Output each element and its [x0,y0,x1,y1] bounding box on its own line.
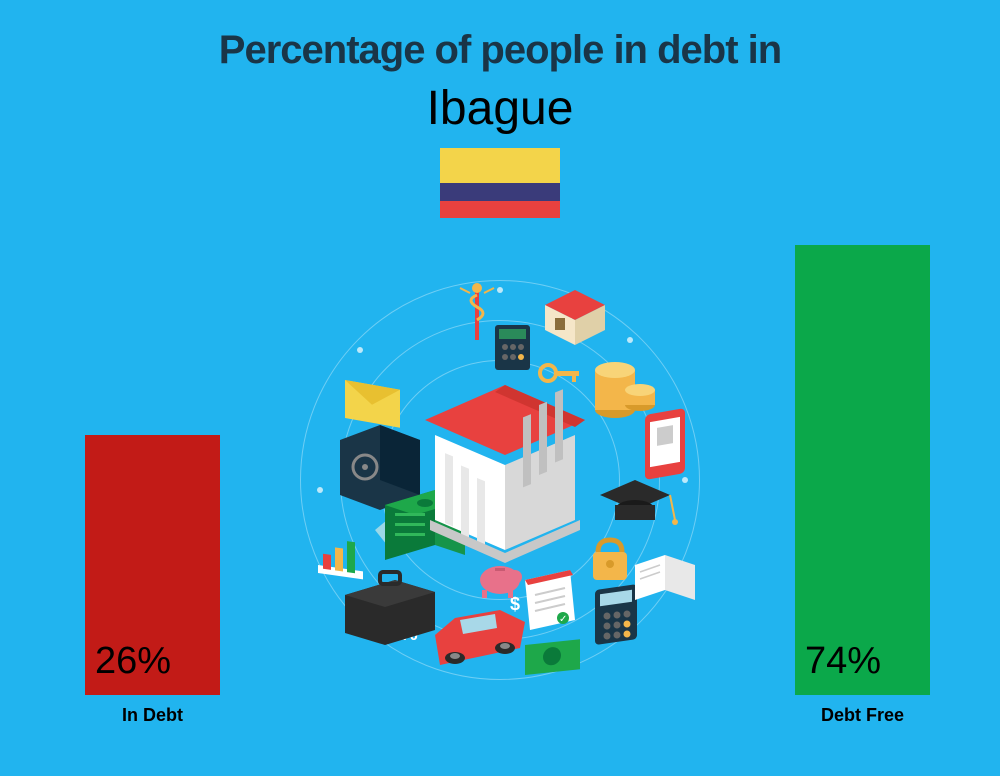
flag-stripe-blue [440,183,560,201]
bar-in-debt-label: In Debt [122,705,183,726]
finance-illustration: % % % $ $ [290,270,710,690]
bar-debt-free-label: Debt Free [821,705,904,726]
illustration-svg: % % % $ $ [290,270,710,690]
flag-stripe-yellow [440,148,560,183]
bar-in-debt-value: 26% [95,640,171,683]
svg-text:✓: ✓ [559,614,567,625]
bar-debt-free-rect: 74% [795,245,930,695]
page-title: Percentage of people in debt in [0,0,1000,73]
bar-in-debt-rect: 26% [85,435,220,695]
bar-debt-free: 74% Debt Free [795,245,930,726]
city-name: Ibague [0,81,1000,136]
bar-debt-free-value: 74% [805,640,881,683]
flag-icon [440,148,560,218]
flag-stripe-red [440,201,560,219]
bar-in-debt: 26% In Debt [85,435,220,726]
